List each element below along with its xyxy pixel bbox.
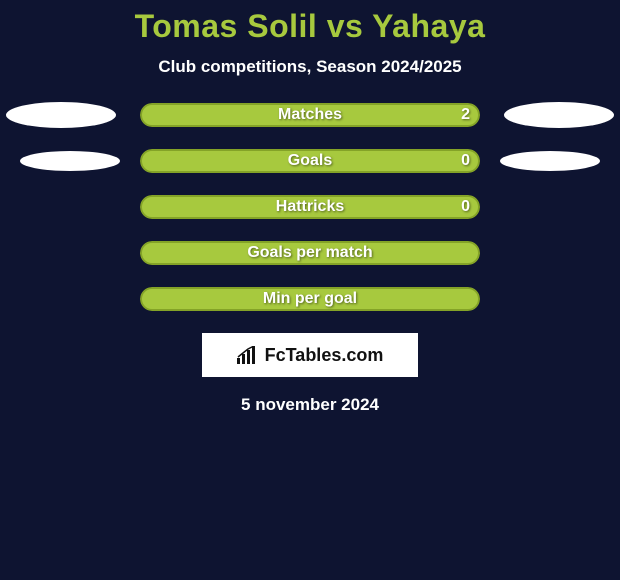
stat-value: 0 xyxy=(461,152,470,170)
left-ellipse xyxy=(6,102,116,128)
page-title: Tomas Solil vs Yahaya xyxy=(135,8,486,45)
brand-box: FcTables.com xyxy=(202,333,418,377)
page-subtitle: Club competitions, Season 2024/2025 xyxy=(158,57,461,77)
stat-row: Matches 2 xyxy=(0,103,620,127)
date-label: 5 november 2024 xyxy=(241,395,379,415)
stat-bar: Min per goal xyxy=(140,287,480,311)
stat-label: Matches xyxy=(278,106,342,124)
chart-icon xyxy=(237,346,259,364)
stat-row: Hattricks 0 xyxy=(0,195,620,219)
stat-row: Goals per match xyxy=(0,241,620,265)
comparison-chart: Tomas Solil vs Yahaya Club competitions,… xyxy=(0,0,620,580)
stat-value: 2 xyxy=(461,106,470,124)
stat-bar: Hattricks 0 xyxy=(140,195,480,219)
stat-label: Min per goal xyxy=(263,290,357,308)
right-ellipse xyxy=(504,102,614,128)
stat-bar: Goals 0 xyxy=(140,149,480,173)
left-ellipse xyxy=(20,151,120,171)
right-ellipse xyxy=(500,151,600,171)
stat-row: Goals 0 xyxy=(0,149,620,173)
stat-bar: Matches 2 xyxy=(140,103,480,127)
stat-rows: Matches 2 Goals 0 Hattricks 0 Goals per match M… xyxy=(0,103,620,311)
stat-bar: Goals per match xyxy=(140,241,480,265)
stat-value: 0 xyxy=(461,198,470,216)
stat-row: Min per goal xyxy=(0,287,620,311)
stat-label: Hattricks xyxy=(276,198,344,216)
brand-text: FcTables.com xyxy=(265,345,384,366)
stat-label: Goals per match xyxy=(247,244,372,262)
stat-label: Goals xyxy=(288,152,332,170)
